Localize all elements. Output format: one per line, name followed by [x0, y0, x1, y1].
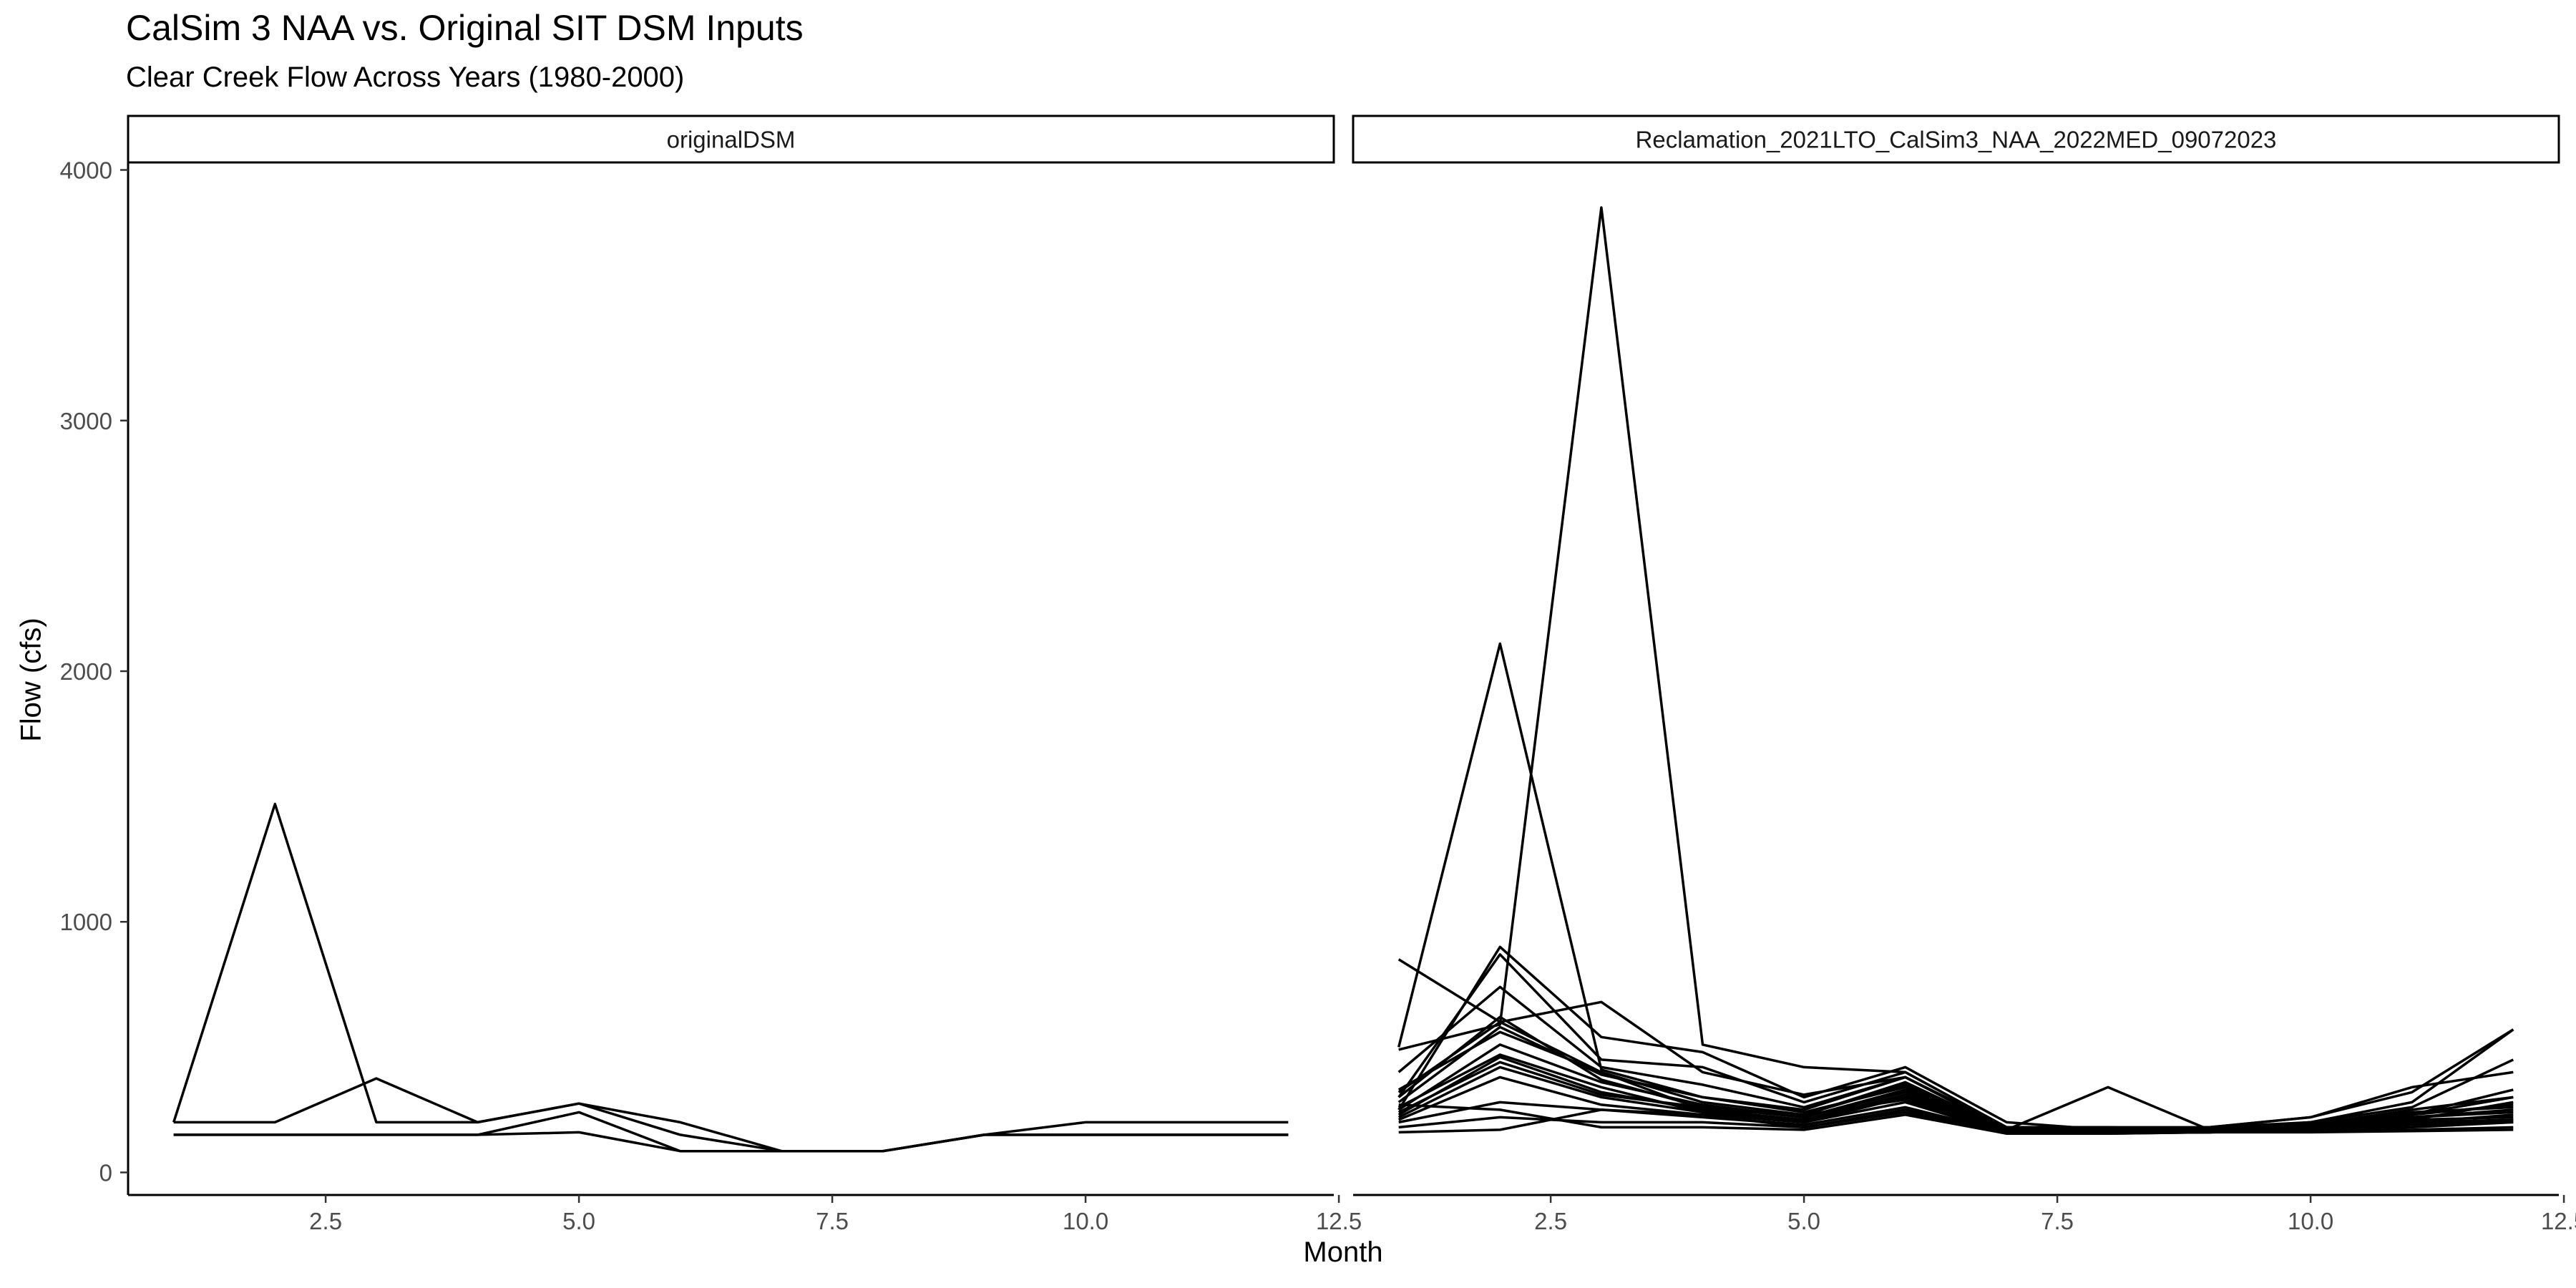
- facet-strip: [1352, 114, 2560, 164]
- x-tick-label: 12.5: [1316, 1208, 1362, 1234]
- x-tick-label: 7.5: [2041, 1208, 2074, 1234]
- facet-panel-2: Reclamation_2021LTO_CalSim3_NAA_2022MED_…: [1352, 114, 2576, 1234]
- series-line: [1397, 1000, 2514, 1129]
- x-tick-label: 5.0: [1787, 1208, 1820, 1234]
- x-axis-label: Month: [1303, 1236, 1383, 1268]
- x-tick-label: 10.0: [1063, 1208, 1108, 1234]
- x-tick-label: 12.5: [2541, 1208, 2576, 1234]
- x-tick-label: 2.5: [309, 1208, 342, 1234]
- series-line: [1398, 1103, 2514, 1135]
- x-tick-label: 7.5: [816, 1208, 849, 1234]
- series-line: [173, 1131, 1289, 1153]
- y-tick-label: 1000: [60, 909, 112, 935]
- facet-strip: [127, 114, 1335, 164]
- chart-title: CalSim 3 NAA vs. Original SIT DSM Inputs: [126, 8, 804, 48]
- series-line: [173, 1077, 1289, 1153]
- facet-panel-1: originalDSM 2.5 5.0 7.5 10.0 12.5 0 1000 2000 300…: [60, 114, 1362, 1234]
- series-line: [1397, 1060, 2514, 1134]
- y-tick-label: 0: [99, 1159, 112, 1186]
- series-line: [1398, 1075, 2514, 1134]
- series-line: [1398, 206, 2514, 1131]
- x-tick-label: 10.0: [2288, 1208, 2333, 1234]
- facet-strip-label: Reclamation_2021LTO_CalSim3_NAA_2022MED_…: [1636, 127, 2277, 153]
- series-line: [1397, 1015, 2514, 1133]
- series-line: [172, 802, 1289, 1153]
- series-line: [1397, 1030, 2514, 1131]
- x-tick-label: 5.0: [562, 1208, 595, 1234]
- y-tick-label: 3000: [60, 408, 112, 434]
- series-line: [173, 1111, 1289, 1153]
- y-tick-label: 4000: [60, 157, 112, 184]
- y-tick-label: 2000: [60, 658, 112, 685]
- facet-strip-label: originalDSM: [667, 127, 796, 153]
- x-tick-label: 2.5: [1534, 1208, 1567, 1234]
- chart-subtitle: Clear Creek Flow Across Years (1980-2000…: [126, 62, 685, 93]
